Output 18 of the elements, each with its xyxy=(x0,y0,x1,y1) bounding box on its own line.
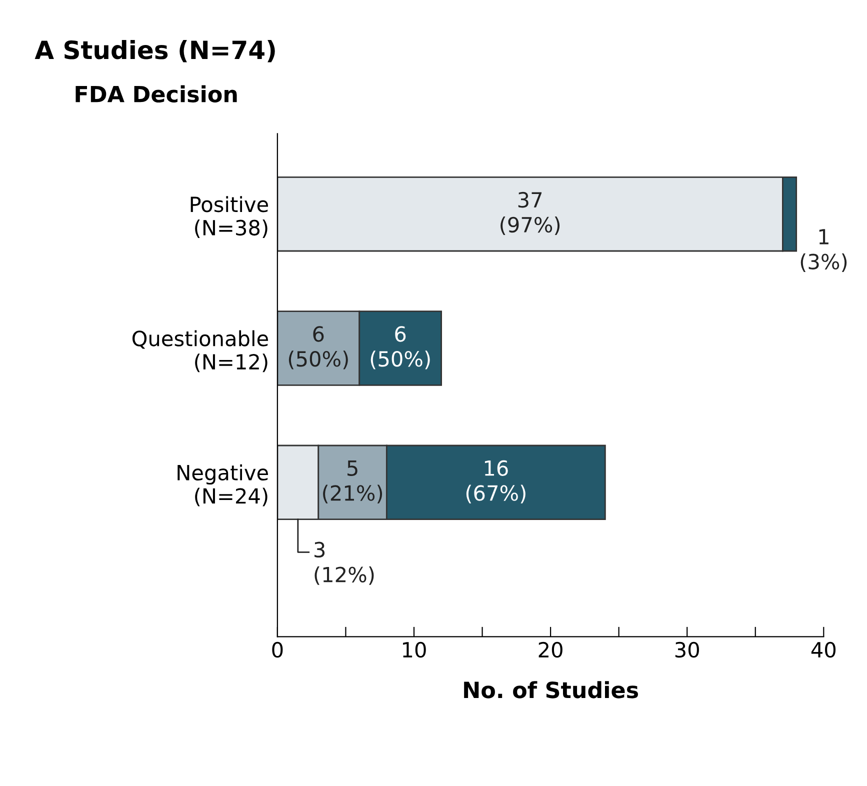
y-tick-label: Negative (N=24) xyxy=(178,464,268,506)
chart-subtitle: FDA Decision xyxy=(76,85,237,102)
x-axis-title: No. of Studies xyxy=(464,681,638,698)
data-label: 5 (21%) xyxy=(323,460,382,504)
x-tick-label: 30 xyxy=(675,642,699,658)
x-tick-label: 40 xyxy=(811,642,836,658)
chart-title: A Studies (N=74) xyxy=(34,40,275,62)
x-tick-label: 20 xyxy=(538,642,562,658)
y-tick-label: Questionable (N=12) xyxy=(132,330,268,372)
data-label: 6 (50%) xyxy=(370,326,430,370)
data-label: 37 (97%) xyxy=(500,192,560,236)
data-label: 16 (67%) xyxy=(466,460,526,504)
data-label: 1 (3%) xyxy=(800,229,847,272)
data-label: 3 (12%) xyxy=(314,542,374,585)
y-tick-label: Positive (N=38) xyxy=(190,196,268,238)
x-tick-label: 0 xyxy=(272,642,283,658)
data-label: 6 (50%) xyxy=(288,326,348,370)
x-tick-label: 10 xyxy=(403,642,426,658)
